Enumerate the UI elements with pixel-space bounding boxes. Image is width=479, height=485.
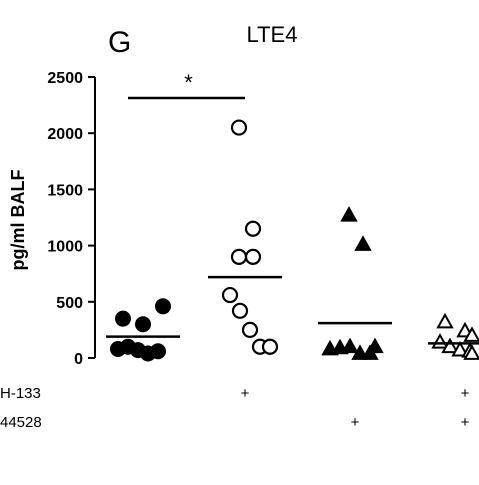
y-tick-label: 0 (74, 351, 83, 368)
data-point (351, 344, 369, 360)
data-point (244, 220, 262, 237)
data-point (115, 310, 131, 327)
data-point (463, 344, 479, 360)
y-tick-label: 1500 (47, 182, 83, 199)
data-point (230, 248, 248, 265)
data-point (354, 235, 372, 251)
y-tick-label: 1000 (47, 239, 83, 256)
data-point (230, 119, 248, 136)
series-group (318, 206, 392, 360)
axis-layer: 0 500 1000 1500 2000 2500 (47, 70, 96, 368)
data-point (135, 316, 151, 333)
annotation-layer: * H-133 + +44528 + + (0, 70, 470, 431)
treatment-mark: + (241, 385, 250, 402)
data-point (361, 344, 379, 360)
data-point (155, 298, 171, 315)
data-point (244, 248, 262, 265)
treatment-mark: + (461, 414, 470, 431)
treatment-mark: + (351, 414, 360, 431)
y-tick-label: 500 (56, 295, 83, 312)
significance-label: * (184, 70, 193, 95)
y-tick-label: 2000 (47, 126, 83, 143)
treatment-row-label: H-133 (0, 385, 41, 402)
data-point (241, 321, 259, 338)
data-point (451, 340, 469, 357)
data-point (341, 337, 359, 354)
treatment-row-label: 44528 (0, 414, 42, 431)
data-point (231, 302, 249, 319)
series-group (428, 312, 479, 360)
marks-layer (106, 119, 479, 362)
data-point (340, 206, 358, 222)
data-point (261, 338, 279, 355)
panel-letter: G (108, 26, 131, 59)
series-group (106, 298, 180, 362)
data-point (431, 333, 449, 349)
y-tick-label: 2500 (47, 70, 83, 87)
series-group (208, 119, 282, 355)
data-point (463, 326, 479, 342)
treatment-mark: + (461, 385, 470, 402)
chart-title: LTE4 (247, 22, 298, 47)
data-point (436, 312, 454, 329)
data-point (150, 343, 166, 360)
data-point (221, 286, 239, 304)
data-point (441, 337, 459, 354)
y-axis-label: pg/ml BALF (8, 170, 28, 271)
